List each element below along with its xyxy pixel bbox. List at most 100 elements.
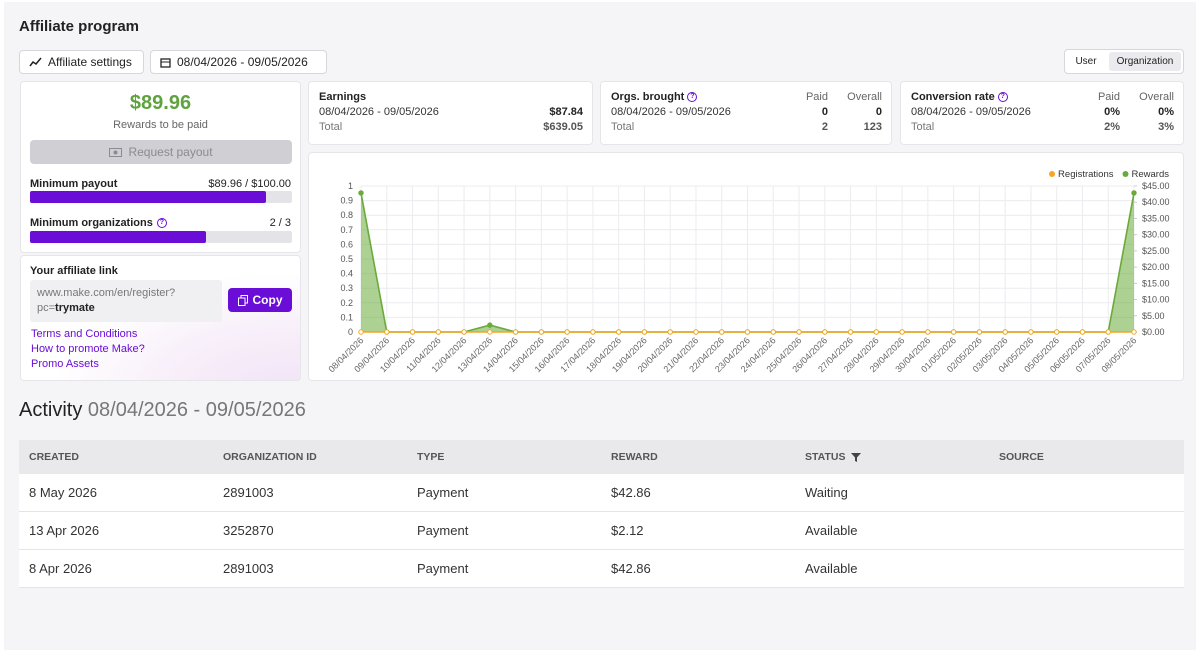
button-label: Affiliate settings	[48, 55, 132, 69]
y2-tick-label: $40.00	[1142, 197, 1170, 207]
y2-tick-label: $10.00	[1142, 295, 1170, 305]
reward-amount: $89.96	[129, 92, 192, 114]
y-tick-label: 0.8	[340, 210, 353, 220]
data-point	[770, 329, 776, 335]
activity-table: CREATED ORGANIZATION ID TYPE REWARD STATUS SO…	[19, 440, 1184, 588]
data-point	[358, 190, 364, 196]
stat-value: $639.05	[543, 121, 583, 133]
chart-card: 0 0.1 0.2 0.3 0.4 0.5 0.6 0.7 0.8 0.9 1 $0.00 $5.00 $…	[308, 152, 1184, 381]
copy-icon	[237, 294, 248, 306]
data-point	[384, 329, 390, 335]
stat-column: Paid	[1097, 91, 1120, 103]
payout-progress	[30, 191, 292, 203]
table-row: 8 May 2026 2891003 Payment $42.86 Waiting	[19, 474, 1184, 512]
stat-column: Overall	[1139, 91, 1174, 103]
column-title: SOURCE	[999, 451, 1044, 463]
filter-icon[interactable]	[851, 452, 862, 462]
stat-value: 3%	[1158, 121, 1174, 133]
table-cell: $42.86	[611, 485, 651, 500]
table-cell: Payment	[417, 485, 469, 500]
y-tick-label: 0.3	[340, 283, 353, 293]
request-payout-button[interactable]: Request payout	[30, 140, 292, 164]
stat-value: 2	[821, 121, 828, 133]
y-tick-label: 0.2	[340, 298, 353, 308]
table-cell: $2.12	[611, 523, 644, 538]
data-point	[744, 329, 751, 335]
stat-title-text: Orgs. brought	[611, 91, 685, 103]
y2-tick-label: $35.00	[1142, 213, 1170, 223]
orgs-progress	[30, 231, 292, 243]
y-tick-label: 0.7	[340, 225, 353, 235]
stat-row-label: Total	[911, 121, 935, 133]
legend-marker	[1049, 171, 1056, 177]
activity-title: Activity	[19, 399, 83, 421]
data-point	[435, 329, 442, 335]
link[interactable]: How to promote Make?	[31, 343, 145, 355]
stat-title: Conversion rate?	[911, 91, 1008, 103]
chart-icon	[29, 57, 42, 67]
table-cell: Available	[805, 523, 858, 538]
table-cell: $42.86	[611, 561, 651, 576]
activity-period: 08/04/2026 - 09/05/2026	[87, 399, 306, 421]
settings-button[interactable]: Affiliate settings	[19, 50, 144, 74]
stat-value: 0	[875, 106, 882, 118]
data-point	[564, 329, 570, 335]
column-header: REWARD	[611, 440, 658, 474]
toggle-user[interactable]: User	[1075, 56, 1097, 67]
data-point	[925, 329, 931, 335]
column-title: CREATED	[29, 451, 79, 463]
data-point	[590, 329, 596, 335]
help-icon[interactable]: ?	[997, 92, 1008, 102]
y-tick-label: 0.9	[340, 196, 353, 206]
stat-column: Paid	[805, 91, 828, 103]
activity-heading: Activity 08/04/2026 - 09/05/2026	[19, 399, 306, 422]
chart: 0 0.1 0.2 0.3 0.4 0.5 0.6 0.7 0.8 0.9 1 $0.00 $5.00 $…	[326, 169, 1170, 374]
stat-row-label: 08/04/2026 - 09/05/2026	[611, 106, 731, 118]
y-tick-label: 0.4	[340, 269, 353, 279]
help-icon[interactable]: ?	[687, 92, 698, 102]
link[interactable]: Promo Assets	[31, 358, 99, 370]
min-orgs: Minimum organizations?	[30, 217, 167, 229]
table-cell: 2891003	[223, 561, 274, 576]
stat-value: $87.84	[549, 106, 583, 118]
min-payout-value: $89.96 / $100.00	[208, 178, 291, 190]
stat-title: Orgs. brought?	[611, 91, 698, 103]
date-button[interactable]: 08/04/2026 - 09/05/2026	[150, 50, 327, 74]
table-cell: 8 Apr 2026	[29, 561, 92, 576]
link-title: Your affiliate link	[30, 265, 118, 277]
link[interactable]: Terms and Conditions	[31, 328, 138, 340]
toggle-organization[interactable]: Organization	[1109, 52, 1181, 71]
y-tick-label: 0	[348, 327, 353, 337]
data-point	[899, 329, 905, 335]
link-code: trymate	[55, 302, 95, 314]
data-point	[1131, 329, 1137, 335]
y2-tick-label: $25.00	[1142, 246, 1170, 256]
stat-card: Orgs. brought? Paid Overall 08/04/2026 - 09…	[600, 81, 892, 145]
progress-fill	[30, 231, 206, 243]
data-point	[615, 329, 622, 335]
data-point	[1079, 329, 1086, 335]
y-tick-label: 0.6	[340, 239, 353, 249]
data-point	[796, 329, 802, 335]
min-orgs-value: 2 / 3	[269, 217, 291, 229]
table-cell: 8 May 2026	[29, 485, 97, 500]
copy-button[interactable]: Copy	[228, 288, 292, 312]
table-cell: 2891003	[223, 485, 274, 500]
column-title: REWARD	[611, 451, 658, 463]
data-point	[847, 329, 854, 335]
help-icon[interactable]: ?	[156, 218, 167, 228]
data-point	[1054, 329, 1060, 335]
data-point	[1028, 329, 1034, 335]
data-point	[693, 329, 699, 335]
stat-row-label: Total	[611, 121, 635, 133]
stat-card: Conversion rate? Paid Overall 08/04/2026 - …	[900, 81, 1184, 145]
data-point	[950, 329, 957, 335]
stat-row-label: 08/04/2026 - 09/05/2026	[319, 106, 439, 118]
y-tick-label: 1	[348, 181, 353, 191]
stat-row-label: Total	[319, 121, 343, 133]
button-label: Copy	[252, 293, 283, 307]
table-cell: 3252870	[223, 523, 274, 538]
legend-marker	[1122, 171, 1129, 177]
column-header: STATUS	[805, 440, 862, 474]
